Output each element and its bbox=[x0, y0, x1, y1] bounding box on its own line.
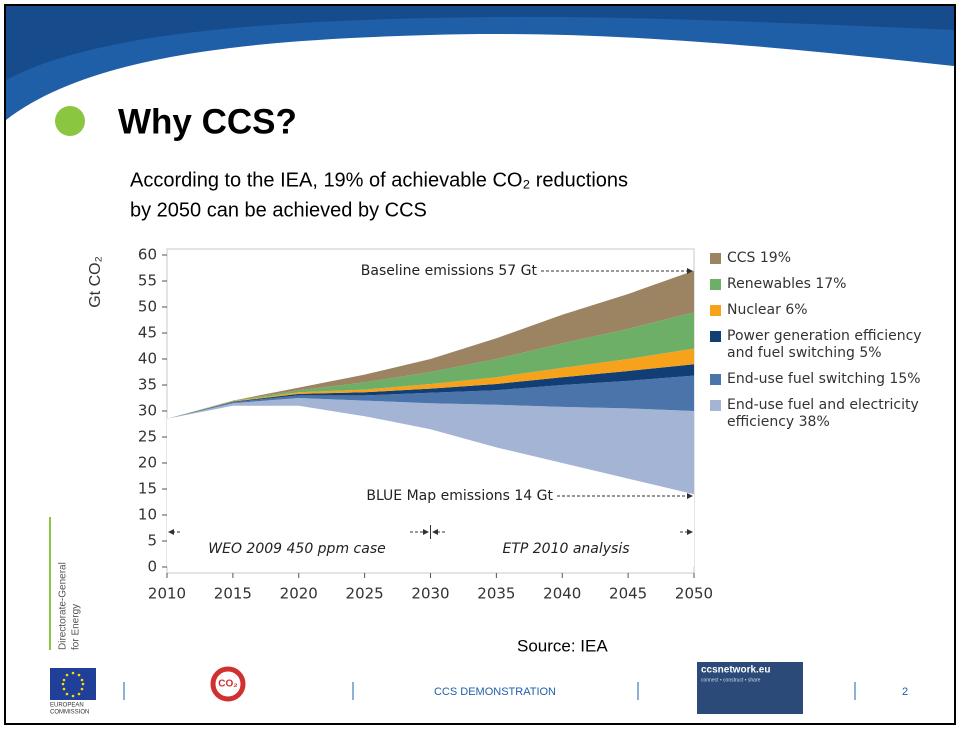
legend-label: End-use fuel and electricity efficiency … bbox=[727, 397, 947, 431]
x-tick-label: 2035 bbox=[477, 585, 515, 603]
legend-swatch bbox=[710, 400, 721, 411]
y-tick-label: 60 bbox=[138, 246, 157, 264]
annotation: ETP 2010 analysis bbox=[502, 541, 629, 557]
legend-label: End-use fuel switching 15% bbox=[727, 371, 921, 388]
y-tick-label: 55 bbox=[138, 272, 157, 290]
source: Source: IEA bbox=[517, 636, 608, 655]
legend-label: CCS 19% bbox=[727, 250, 791, 267]
x-tick-label: 2040 bbox=[543, 585, 581, 603]
y-tick-label: 0 bbox=[147, 558, 157, 576]
legend-item: Renewables 17% bbox=[710, 276, 955, 293]
y-tick-label: 10 bbox=[138, 506, 157, 524]
y-tick-label: 50 bbox=[138, 298, 157, 316]
annotation: WEO 2009 450 ppm case bbox=[208, 541, 385, 557]
legend-swatch bbox=[710, 305, 721, 316]
annotation: BLUE Map emissions 14 Gt bbox=[366, 488, 553, 504]
legend-label: Nuclear 6% bbox=[727, 302, 808, 319]
y-tick-label: 35 bbox=[138, 376, 157, 394]
y-tick-label: 45 bbox=[138, 324, 157, 342]
legend-item: End-use fuel and electricity efficiency … bbox=[710, 397, 955, 431]
legend-item: Power generation efficiency and fuel swi… bbox=[710, 328, 955, 362]
y-axis-label: Gt CO₂ bbox=[87, 256, 104, 308]
x-tick-label: 2050 bbox=[675, 585, 713, 603]
x-tick-label: 2010 bbox=[148, 585, 186, 603]
subtitle: by 2050 can be achieved by CCS bbox=[130, 199, 427, 221]
side-label: for Energy bbox=[71, 604, 82, 650]
legend-label: Power generation efficiency and fuel swi… bbox=[727, 328, 947, 362]
x-tick-label: 2030 bbox=[411, 585, 449, 603]
legend-item: CCS 19% bbox=[710, 250, 955, 267]
y-tick-label: 5 bbox=[147, 532, 157, 550]
side-label: Directorate-General bbox=[58, 562, 69, 650]
y-tick-label: 20 bbox=[138, 454, 157, 472]
legend-swatch bbox=[710, 279, 721, 290]
co2-logo-text: CO₂ bbox=[218, 679, 237, 690]
legend-item: End-use fuel switching 15% bbox=[710, 371, 955, 388]
legend-swatch bbox=[710, 253, 721, 264]
slide: Why CCS? According to the IEA, 19% of ac… bbox=[0, 0, 961, 731]
network-logo-text: ccsnetwork.eu bbox=[701, 665, 770, 676]
annotation: Baseline emissions 57 Gt bbox=[361, 263, 538, 279]
x-tick-label: 2025 bbox=[346, 585, 384, 603]
legend-swatch bbox=[710, 374, 721, 385]
legend: CCS 19% Renewables 17% Nuclear 6% Power gen… bbox=[710, 250, 955, 440]
y-tick-label: 30 bbox=[138, 402, 157, 420]
y-tick-label: 40 bbox=[138, 350, 157, 368]
x-tick-label: 2045 bbox=[609, 585, 647, 603]
y-tick-label: 15 bbox=[138, 480, 157, 498]
x-tick-label: 2020 bbox=[280, 585, 318, 603]
slide-title: Why CCS? bbox=[118, 102, 297, 141]
legend-swatch bbox=[710, 331, 721, 342]
y-tick-label: 25 bbox=[138, 428, 157, 446]
commission: COMMISSION bbox=[50, 710, 89, 716]
legend-item: Nuclear 6% bbox=[710, 302, 955, 319]
bullet bbox=[55, 106, 85, 136]
legend-label: Renewables 17% bbox=[727, 276, 846, 293]
commission: EUROPEAN bbox=[50, 703, 84, 709]
page-number: 2 bbox=[902, 686, 908, 698]
subtitle: According to the IEA, 19% of achievable … bbox=[130, 169, 628, 191]
x-tick-label: 2015 bbox=[214, 585, 252, 603]
network-logo-text: connect • construct • share bbox=[701, 677, 761, 683]
footer-text: CCS DEMONSTRATION bbox=[434, 686, 556, 698]
